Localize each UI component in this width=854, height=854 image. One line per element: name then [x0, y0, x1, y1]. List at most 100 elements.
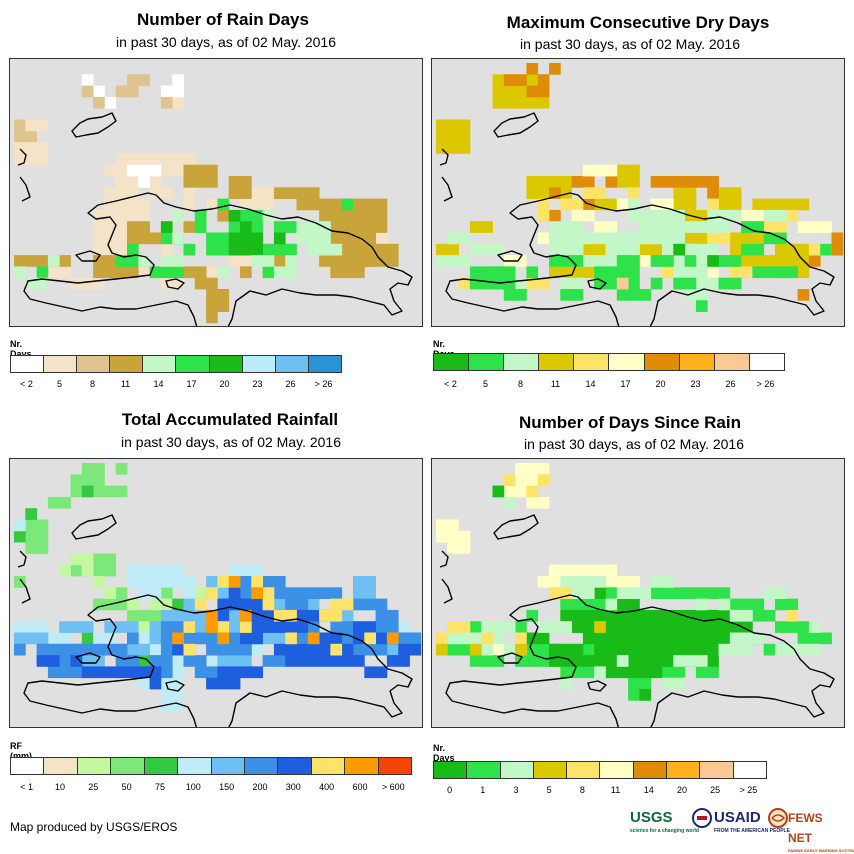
grid-cell	[104, 96, 117, 109]
legend-bar	[433, 761, 767, 779]
grid-cell	[605, 576, 640, 588]
grid-cell	[14, 119, 26, 132]
grid-cell	[273, 187, 320, 199]
grid-cell	[650, 255, 674, 267]
legend-label: 11	[120, 379, 131, 389]
legend-swatch	[600, 762, 634, 778]
grid-cell	[662, 576, 674, 588]
grid-cell	[560, 587, 595, 599]
grid-cell	[560, 666, 606, 679]
legend-swatch	[667, 762, 701, 778]
logo-strip: USGS science for a changing world USAID …	[630, 808, 854, 853]
grid-cell	[217, 198, 230, 211]
legend-swatch	[44, 758, 78, 774]
legend-swatch	[143, 356, 177, 372]
grid-cell	[549, 63, 561, 75]
grid-cell	[752, 198, 810, 211]
legend-label: 150	[219, 782, 235, 792]
grid-cell	[707, 198, 719, 211]
legend-label: > 26	[314, 379, 333, 389]
grid-cell	[398, 643, 422, 656]
grid-cell	[251, 232, 263, 245]
grid-cell	[273, 609, 297, 622]
legend-swatch	[434, 762, 468, 778]
grid-cell	[695, 666, 719, 679]
grid-cell	[639, 243, 663, 256]
legend-label: 5	[546, 785, 552, 795]
grid-cell	[127, 598, 139, 611]
grid-cell	[217, 598, 230, 622]
legend-swatch	[609, 354, 645, 370]
grid-cell	[526, 266, 539, 279]
legend-label: < 1	[20, 782, 34, 792]
grid-cell	[104, 587, 117, 599]
grid-cell	[115, 587, 128, 599]
grid-cell	[228, 564, 263, 577]
grid-cell	[115, 176, 150, 188]
grid-cell	[616, 255, 640, 267]
grid-cell	[718, 277, 742, 290]
grid-cell	[639, 689, 652, 701]
grid-cell	[605, 176, 618, 188]
coastline	[23, 594, 413, 727]
legend-label: 23	[690, 379, 701, 389]
grid-cell	[59, 621, 94, 633]
grid-cell	[707, 266, 719, 279]
grid-cell	[537, 576, 572, 588]
grid-cell	[172, 598, 184, 611]
legend-swatch	[500, 762, 534, 778]
grid-cell	[172, 96, 184, 109]
grid-cell	[582, 187, 606, 199]
grid-cell	[605, 666, 618, 679]
grid-cell	[673, 655, 708, 667]
grid-cell	[386, 632, 399, 645]
grid-cell	[707, 587, 731, 599]
grid-cell	[115, 643, 150, 656]
grid-cell	[319, 632, 343, 645]
grid-cell	[560, 587, 572, 599]
grid-cell	[47, 255, 60, 267]
legend-swatch	[176, 356, 210, 372]
grid-cell	[729, 609, 753, 622]
coastline	[439, 148, 449, 166]
legend-swatch	[434, 354, 470, 370]
grid-cell	[353, 643, 388, 656]
grid-cell	[353, 598, 388, 611]
grid-cell	[375, 609, 399, 633]
grid-cell	[537, 474, 550, 486]
legend-label: > 26	[756, 379, 775, 389]
grid-cell	[341, 198, 354, 211]
grid-cell	[775, 621, 810, 633]
grid-cell	[81, 643, 117, 656]
grid-cell	[70, 553, 94, 566]
legend-label: 400	[319, 782, 335, 792]
grid-cell	[549, 587, 561, 599]
grid-cell	[138, 587, 162, 599]
grid-cell	[436, 243, 459, 256]
grid-cell	[616, 655, 629, 667]
grid-cell	[217, 576, 230, 588]
grid-cell	[36, 266, 71, 279]
coastline	[441, 578, 453, 604]
grid-cell	[718, 598, 731, 611]
grid-cell	[81, 655, 105, 667]
legend-label: 300	[285, 782, 301, 792]
grid-cell	[138, 255, 150, 267]
grid-cell	[36, 655, 60, 667]
grid-cell	[707, 187, 719, 199]
fewsnet-tagline: FAMINE EARLY WARNING SYSTEMS NETWORK	[788, 848, 854, 853]
grid-cell	[447, 232, 471, 245]
grid-cell	[549, 266, 618, 279]
grid-cell	[307, 655, 343, 667]
grid-cell	[594, 587, 606, 599]
grid-cell	[149, 187, 173, 199]
legend-labels: < 2 5 8 11 14 17 20 23 26 > 26	[10, 379, 342, 391]
grid-cell	[14, 266, 26, 279]
grid-cell	[673, 266, 708, 279]
grid-cell	[240, 609, 252, 622]
grid-cell	[808, 255, 821, 267]
grid-cell	[206, 266, 218, 279]
legend-labels: 0 1 3 5 8 11 14 20 25 > 25	[433, 785, 767, 797]
grid-cell	[127, 632, 139, 645]
legend-title: Nr. Days	[10, 339, 32, 359]
